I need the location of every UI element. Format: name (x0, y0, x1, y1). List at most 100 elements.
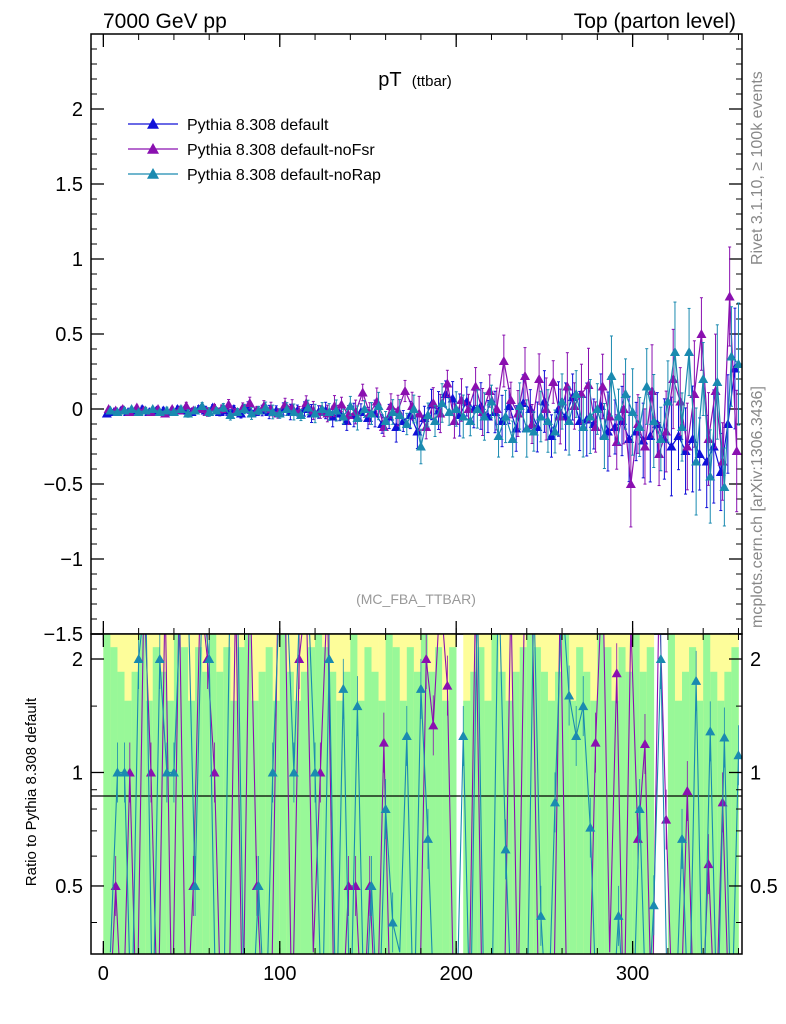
band-green (689, 647, 697, 954)
band-green (329, 671, 337, 954)
data-point (126, 404, 137, 413)
ratio-point (253, 880, 264, 890)
band-green (110, 647, 118, 954)
band-green (265, 647, 274, 954)
data-point (486, 396, 497, 406)
ratio-series-layer (109, 634, 742, 954)
ratio-point (578, 701, 589, 711)
data-point (528, 426, 539, 436)
data-point (218, 402, 229, 412)
ratio-point (209, 767, 220, 777)
data-point (239, 404, 250, 413)
ratio-point (154, 654, 165, 664)
ratio-point (288, 767, 299, 777)
band-green (350, 634, 358, 954)
ratio-point (458, 730, 469, 740)
data-point (183, 408, 194, 418)
ratio-point (634, 804, 645, 814)
ratio-point (648, 900, 659, 910)
ratio-y-tick-label-right: 0.5 (750, 876, 778, 898)
ratio-point (549, 797, 560, 807)
data-point (197, 401, 208, 410)
band-green (710, 671, 718, 954)
data-point (673, 431, 684, 440)
data-point (366, 408, 377, 418)
band-green (703, 634, 711, 954)
data-point (520, 371, 530, 380)
ratio-point (639, 738, 650, 748)
data-point (639, 441, 650, 451)
data-point (380, 416, 391, 425)
data-point (415, 441, 426, 451)
ratio-y-axis-label: Ratio to Pythia 8.308 default (23, 697, 40, 886)
band-green (505, 700, 513, 954)
ratio-y-tick-label: 0.5 (55, 876, 83, 898)
data-point (414, 408, 425, 418)
data-point (260, 402, 271, 412)
band-green (696, 700, 704, 954)
ratio-point (691, 675, 702, 685)
data-point (181, 401, 192, 410)
data-point (661, 426, 672, 436)
data-point (394, 410, 405, 419)
data-point (449, 416, 460, 425)
band-green (519, 647, 528, 954)
data-point (281, 404, 292, 413)
data-point (541, 404, 552, 413)
ratio-point (611, 668, 622, 678)
ratio-line (109, 634, 740, 954)
data-point (677, 422, 688, 431)
ratio-point (428, 720, 439, 730)
ratio-point (571, 730, 582, 740)
plot-title-suffix: (ttbar) (412, 73, 452, 90)
data-point (223, 399, 234, 409)
band-green (244, 634, 252, 954)
ratio-point (267, 767, 278, 777)
ratio-frame (90, 633, 743, 955)
band-green (442, 700, 450, 954)
data-point (470, 381, 481, 391)
data-point (168, 407, 179, 416)
band-green (272, 700, 281, 954)
band-green (209, 634, 217, 954)
legend-marker (147, 168, 159, 179)
ratio-point (682, 786, 693, 796)
band-green (554, 671, 563, 954)
band-green (152, 647, 161, 954)
data-point (408, 404, 419, 413)
band-green (618, 647, 626, 954)
ratio-series-2 (109, 634, 742, 954)
band-green (258, 671, 266, 954)
data-point (571, 389, 582, 398)
legend-marker (147, 118, 159, 129)
data-point (542, 416, 553, 425)
data-point (456, 395, 467, 404)
ratio-point (442, 680, 453, 690)
band-green (576, 647, 584, 954)
band-green (336, 700, 344, 954)
ratio-point (401, 730, 412, 740)
data-point (599, 431, 610, 440)
data-point (253, 405, 264, 415)
data-point (357, 387, 368, 397)
band-green (343, 671, 351, 954)
data-point (597, 381, 608, 391)
ratio-point (535, 910, 546, 920)
band-green (230, 700, 238, 954)
data-point (412, 426, 423, 436)
data-point (317, 404, 328, 413)
data-point (691, 456, 702, 466)
y-tick-label: 1 (72, 249, 83, 271)
data-point (645, 431, 656, 440)
x-tick-label: 300 (616, 963, 649, 985)
plot-title-main: pT (378, 69, 401, 91)
data-point (527, 419, 538, 428)
data-point (405, 410, 416, 419)
data-point (710, 386, 721, 395)
band-green (138, 634, 146, 954)
band-green (300, 671, 309, 954)
data-point (611, 437, 622, 446)
band-green (166, 700, 175, 954)
data-point (682, 441, 693, 451)
band-green (413, 671, 422, 954)
